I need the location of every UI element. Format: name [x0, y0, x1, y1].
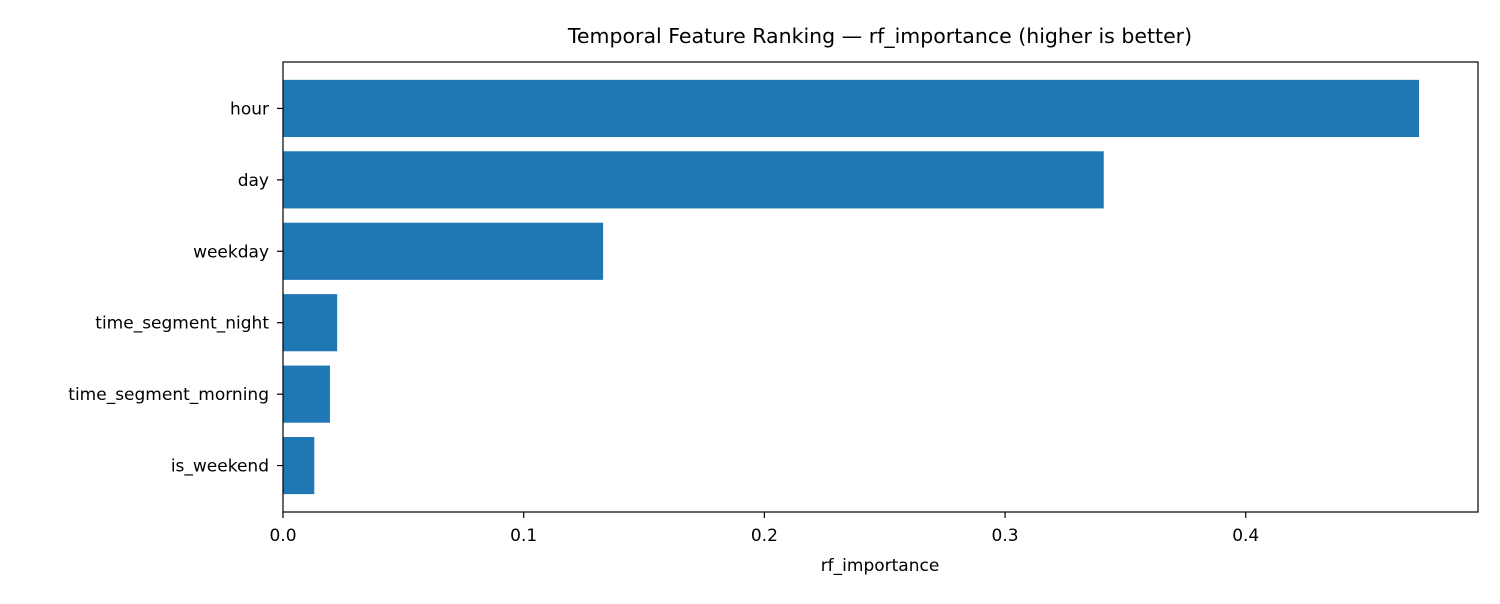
bar-hour: [283, 79, 1420, 137]
y-axis-ticks: hour day weekday time_segment_night time_seg…: [68, 99, 283, 477]
chart-title: Temporal Feature Ranking — rf_importance…: [567, 24, 1192, 49]
y-tick-label: day: [238, 171, 269, 191]
x-tick-label: 0.2: [751, 526, 778, 546]
x-tick-label: 0.3: [992, 526, 1019, 546]
plot-frame: [282, 61, 1479, 513]
y-tick-label: weekday: [193, 242, 269, 262]
bar-time-segment-morning: [283, 365, 330, 423]
bar-time-segment-night: [283, 294, 338, 352]
bar-is-weekend: [283, 437, 315, 495]
y-tick-label: time_segment_morning: [68, 385, 269, 405]
bars-layer: [283, 79, 1420, 495]
x-tick-label: 0.4: [1232, 526, 1259, 546]
y-tick-label: is_weekend: [171, 457, 269, 477]
y-tick-label: time_segment_night: [95, 314, 269, 334]
x-tick-label: 0.1: [510, 526, 537, 546]
x-tick-label: 0.0: [269, 526, 296, 546]
bar-weekday: [283, 222, 604, 280]
x-axis-title: rf_importance: [821, 556, 940, 576]
bar-day: [283, 151, 1104, 209]
x-axis-ticks: 0.0 0.1 0.2 0.3 0.4: [269, 512, 1259, 546]
y-tick-label: hour: [230, 99, 269, 119]
